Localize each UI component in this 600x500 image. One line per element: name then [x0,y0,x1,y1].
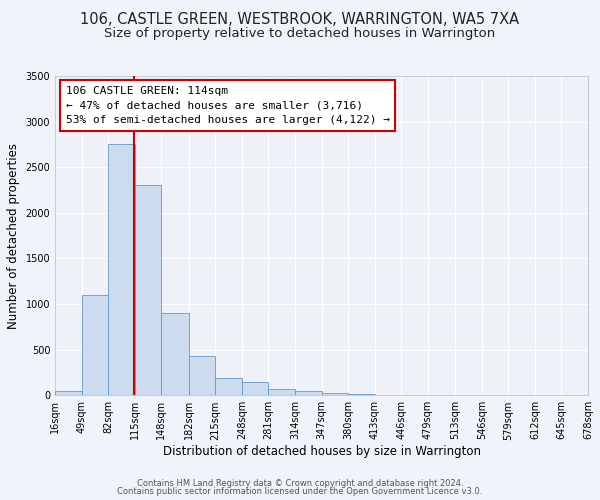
Bar [348,394,375,396]
Bar [295,390,322,396]
Text: Size of property relative to detached houses in Warrington: Size of property relative to detached ho… [104,28,496,40]
Bar [189,356,215,396]
Bar [135,186,161,396]
Bar [108,144,135,396]
Bar [215,378,242,396]
Y-axis label: Number of detached properties: Number of detached properties [7,142,20,328]
Bar [82,295,108,396]
Bar [55,390,82,396]
Bar [322,392,348,396]
Text: 106 CASTLE GREEN: 114sqm
← 47% of detached houses are smaller (3,716)
53% of sem: 106 CASTLE GREEN: 114sqm ← 47% of detach… [66,86,390,125]
Text: Contains public sector information licensed under the Open Government Licence v3: Contains public sector information licen… [118,488,482,496]
Bar [161,313,189,396]
Text: Contains HM Land Registry data © Crown copyright and database right 2024.: Contains HM Land Registry data © Crown c… [137,478,463,488]
Bar [242,382,268,396]
Bar [268,389,295,396]
Text: 106, CASTLE GREEN, WESTBROOK, WARRINGTON, WA5 7XA: 106, CASTLE GREEN, WESTBROOK, WARRINGTON… [80,12,520,28]
X-axis label: Distribution of detached houses by size in Warrington: Distribution of detached houses by size … [163,445,481,458]
